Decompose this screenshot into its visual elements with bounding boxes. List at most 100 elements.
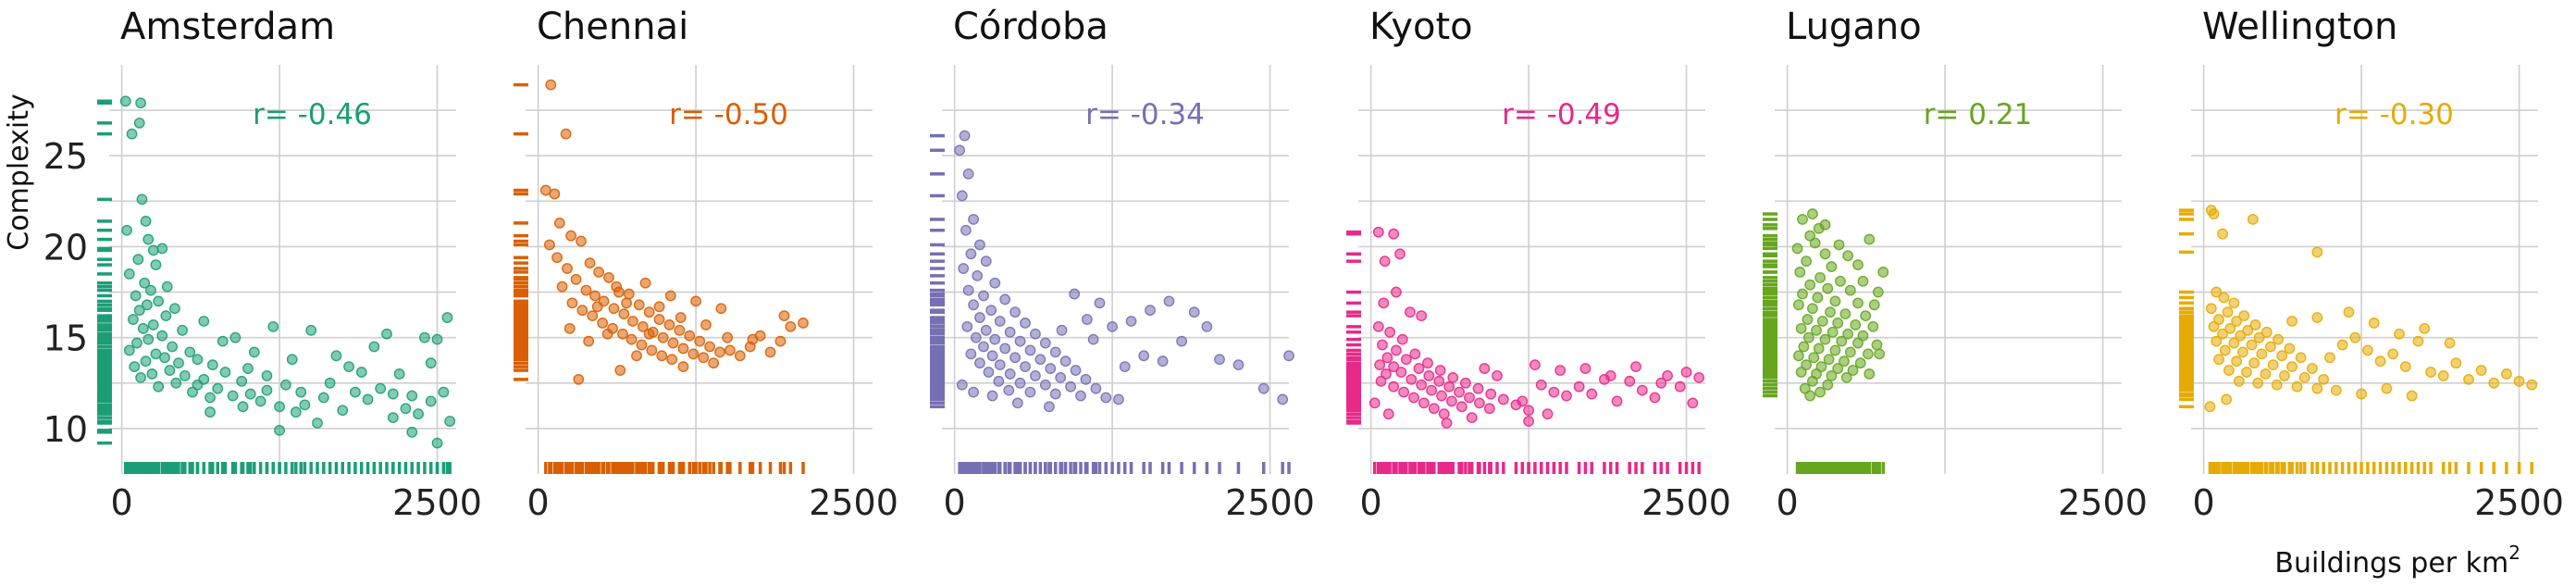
data-point [959, 130, 971, 142]
data-point [212, 382, 224, 394]
data-point [140, 216, 152, 227]
x-tick-label: 0 [1777, 482, 1799, 523]
x-axis-title: Buildings per km2 [2274, 542, 2520, 580]
data-point [1059, 355, 1071, 368]
data-point [1372, 226, 1384, 238]
data-point [2307, 363, 2318, 374]
data-point [601, 328, 613, 340]
data-point [747, 333, 759, 345]
data-point [715, 303, 727, 315]
data-point [962, 168, 974, 180]
data-point [204, 392, 216, 404]
data-point [133, 305, 145, 317]
facet-title-lugano: Lugano [1786, 6, 1922, 48]
data-point [156, 330, 168, 342]
data-point [425, 395, 437, 407]
data-point [968, 386, 979, 398]
data-point [135, 371, 146, 383]
data-point [1368, 397, 1381, 409]
data-point [1438, 408, 1450, 420]
data-point [1433, 375, 1445, 387]
data-point [2284, 343, 2296, 355]
data-point [419, 331, 430, 343]
data-point [1523, 405, 1534, 417]
data-point [1375, 375, 1387, 387]
data-point [2291, 380, 2303, 393]
data-point [123, 344, 135, 356]
data-point [666, 354, 678, 366]
data-point [1024, 386, 1036, 398]
data-point [690, 295, 701, 307]
data-point [958, 263, 970, 274]
data-point [1874, 348, 1886, 360]
data-point [1372, 320, 1384, 332]
data-point [639, 277, 651, 289]
data-point [714, 346, 725, 358]
data-point [2311, 246, 2323, 258]
data-point [1795, 367, 1807, 378]
data-point [242, 363, 254, 374]
data-point [1396, 333, 1408, 345]
data-point [2253, 331, 2265, 343]
data-point [643, 328, 655, 340]
data-point [1864, 233, 1876, 245]
facet-title-chennai: Chennai [537, 6, 688, 48]
data-point [1802, 314, 1814, 325]
data-point [139, 277, 151, 289]
data-point [1100, 392, 1112, 404]
data-point [1827, 326, 1839, 338]
data-point [425, 357, 437, 369]
data-point [236, 375, 248, 387]
data-point [2513, 375, 2525, 387]
data-point [722, 331, 734, 343]
data-point [2475, 365, 2487, 376]
data-point [1119, 361, 1131, 372]
data-point [2204, 401, 2216, 413]
data-point [1201, 320, 1213, 332]
data-point [1214, 354, 1225, 366]
data-point [1422, 357, 1433, 369]
data-point [2223, 365, 2235, 376]
data-point [1811, 324, 1822, 336]
data-point [643, 306, 655, 318]
data-point [161, 281, 173, 293]
data-point [1871, 339, 1883, 351]
data-point [965, 248, 977, 260]
data-point [1839, 355, 1850, 368]
data-point [611, 281, 623, 293]
data-point [136, 193, 148, 206]
data-point [985, 305, 997, 317]
data-point [355, 367, 367, 378]
data-point [2286, 361, 2297, 372]
data-point [2419, 322, 2431, 334]
data-point [1020, 361, 1031, 372]
data-point [1852, 297, 1864, 309]
data-point [227, 390, 239, 402]
data-point [362, 393, 374, 405]
data-point [1850, 319, 1862, 330]
data-point [1257, 382, 1269, 394]
data-point [1872, 286, 1884, 298]
data-point [1400, 354, 1412, 366]
data-point [1829, 295, 1841, 307]
data-point [1020, 318, 1031, 329]
data-point [1636, 384, 1648, 396]
x-tick-label: 0 [1360, 482, 1382, 523]
data-point [248, 346, 260, 358]
data-point [544, 239, 555, 251]
data-point [150, 259, 162, 270]
data-point [798, 318, 809, 329]
x-tick-label: 2500 [2058, 482, 2148, 523]
data-point [142, 333, 155, 345]
data-point [1024, 344, 1036, 356]
data-point [1847, 365, 1859, 376]
data-point [350, 386, 361, 398]
y-tick-label: 15 [43, 318, 88, 359]
data-point [169, 303, 180, 315]
data-point [589, 290, 601, 302]
data-point [1045, 363, 1057, 374]
data-point [1381, 352, 1393, 364]
data-point [1802, 331, 1814, 343]
data-point [994, 359, 1006, 371]
